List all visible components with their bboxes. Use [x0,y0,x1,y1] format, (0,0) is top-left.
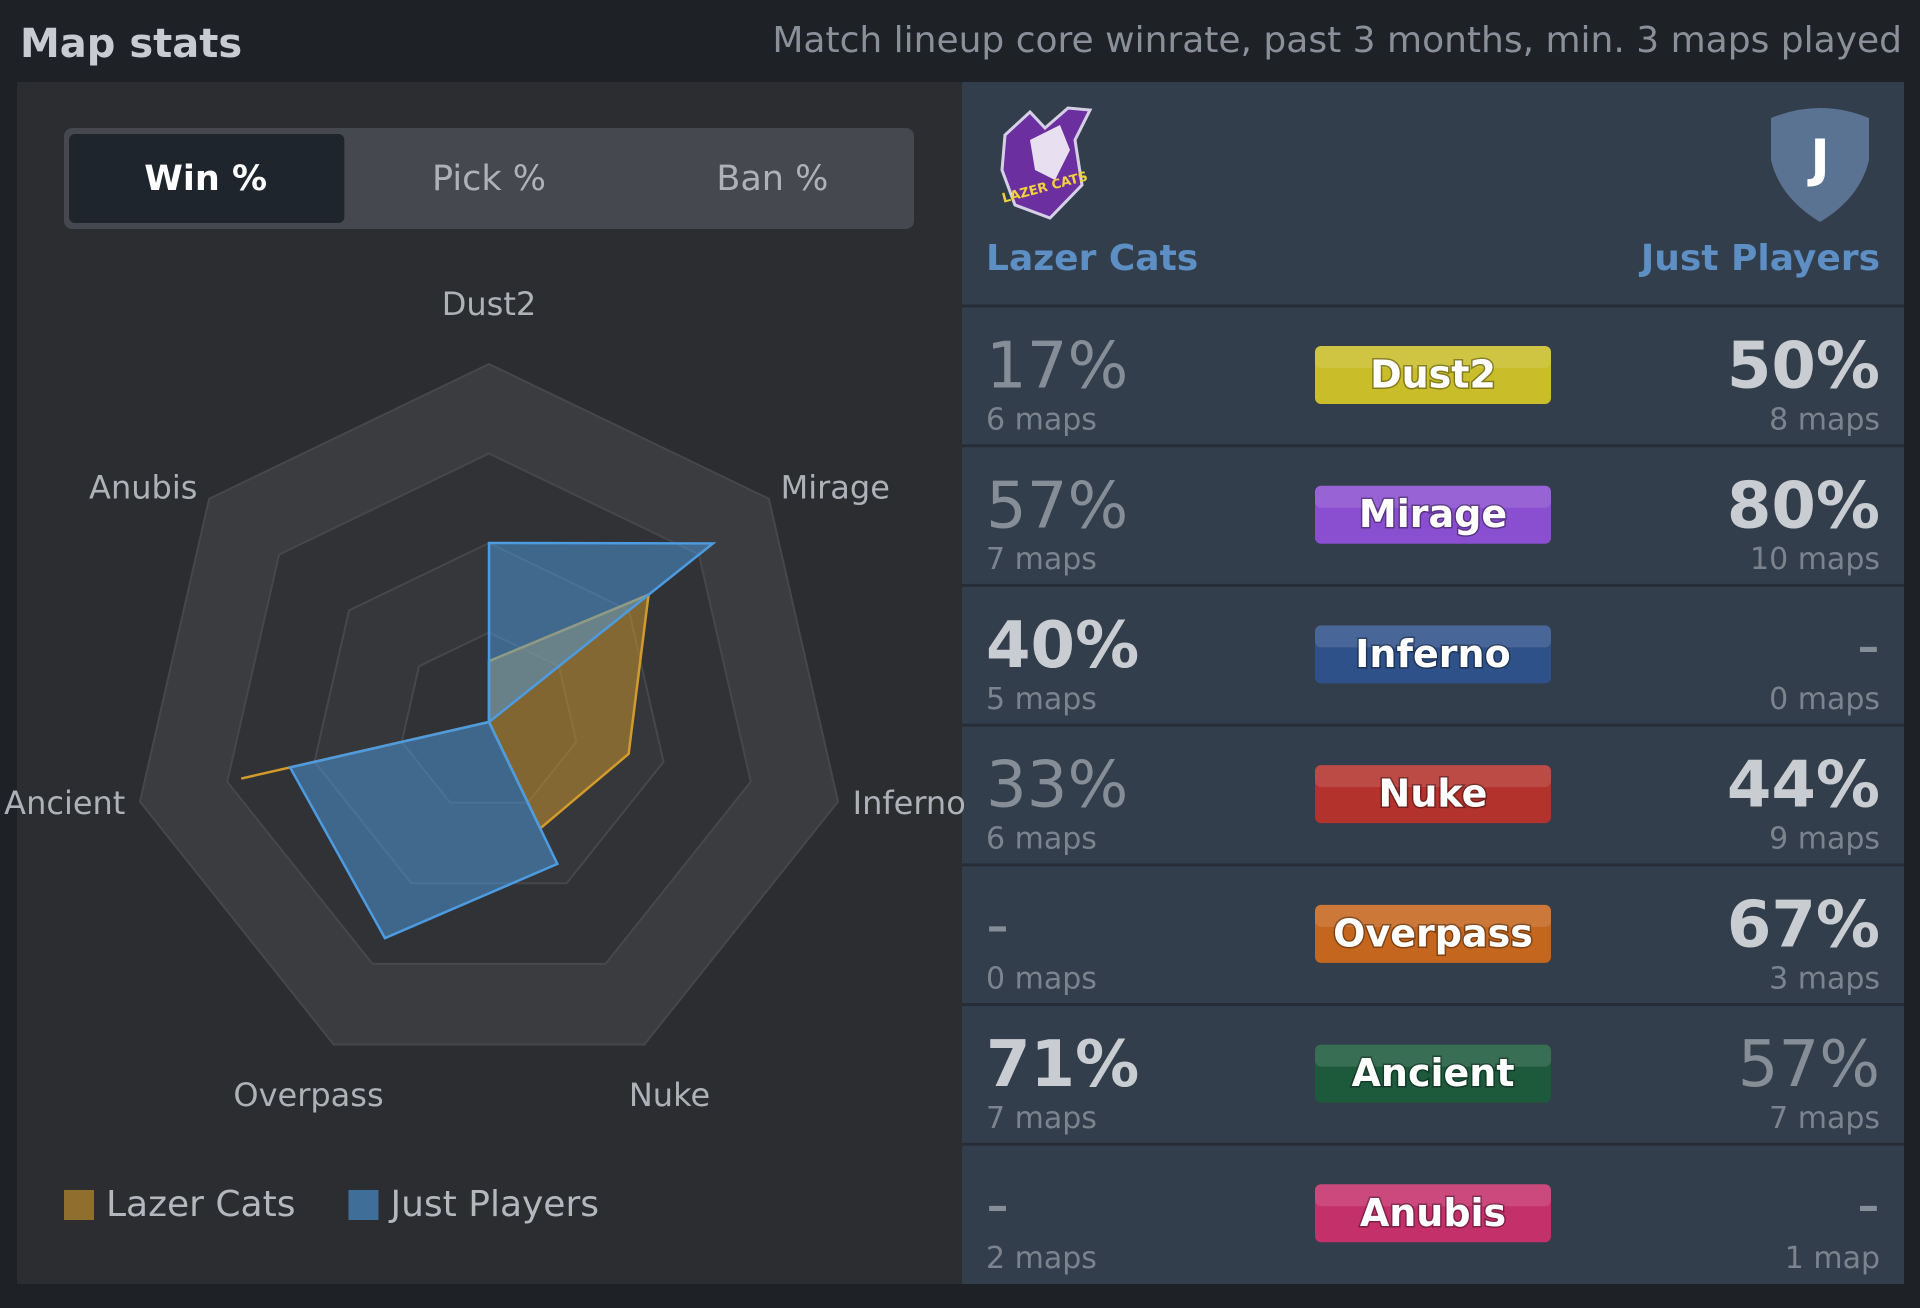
axis-label: Inferno [853,784,966,822]
maps-played: 7 maps [1769,1101,1880,1136]
map-name: Overpass [1333,911,1533,955]
map-name: Inferno [1355,632,1510,676]
tab[interactable]: Pick % [432,159,546,199]
win-rate: - [1857,609,1880,683]
win-rate: 57% [1738,1028,1880,1102]
axis-label: Nuke [629,1076,710,1114]
maps-played: 3 maps [1769,961,1880,996]
map-badge [1315,1044,1551,1103]
subtitle: Match lineup core winrate, past 3 months… [772,20,1902,61]
map-badge-shine [1315,625,1551,648]
legend-label: Lazer Cats [106,1184,295,1225]
tab[interactable]: Ban % [716,159,828,199]
logo-letter: J [1807,129,1829,189]
maps-played: 7 maps [986,1101,1097,1136]
win-rate: - [986,1168,1009,1242]
axis-label: Anubis [89,468,197,506]
maps-played: 7 maps [986,542,1097,577]
map-badge [1315,485,1551,544]
map-badge-shine [1315,904,1551,927]
maps-played: 6 maps [986,822,1097,857]
win-rate: 17% [986,330,1128,404]
map-badge-shine [1315,1044,1551,1067]
team-name: Just Players [1638,238,1880,279]
maps-played: 1 map [1785,1241,1880,1276]
win-rate: 33% [986,749,1128,823]
map-badge-shine [1315,346,1551,368]
win-rate: 57% [986,469,1128,543]
win-rate: 71% [986,1028,1139,1102]
map-name: Nuke [1379,772,1488,816]
map-badge [1315,765,1551,824]
legend-swatch [348,1190,379,1220]
radar-area [288,541,717,940]
win-rate: - [986,888,1009,962]
map-badge-shine [1315,485,1551,508]
map-badge [1315,1184,1551,1243]
win-rate: 67% [1727,888,1880,962]
map-badge [1315,346,1551,404]
win-rate: 44% [1727,749,1880,823]
axis-label: Mirage [781,468,890,506]
maps-played: 0 maps [986,961,1097,996]
axis-label: Ancient [4,784,125,822]
map-name: Ancient [1351,1051,1514,1095]
maps-played: 8 maps [1769,403,1880,438]
maps-played: 6 maps [986,403,1097,438]
win-rate: 80% [1727,469,1880,543]
team-name: Lazer Cats [986,238,1198,279]
legend-swatch [64,1190,94,1220]
win-rate: - [1857,1168,1880,1242]
maps-played: 0 maps [1769,682,1880,717]
win-rate: 40% [986,609,1139,683]
map-badge-shine [1315,765,1551,788]
maps-played: 5 maps [986,682,1097,717]
lazer-cats-logo: LAZER CATS [1000,106,1093,220]
legend-label: Just Players [388,1184,599,1225]
win-rate: 50% [1727,330,1880,404]
map-name: Mirage [1359,492,1507,536]
maps-played: 10 maps [1750,542,1880,577]
map-name: Anubis [1360,1191,1506,1235]
map-badge-shine [1315,1184,1551,1207]
tab-active [69,134,345,223]
axis-label: Dust2 [442,285,537,323]
maps-played: 2 maps [986,1241,1097,1276]
map-name: Dust2 [1370,353,1496,397]
axis-label: Overpass [233,1076,383,1114]
just-players-logo: J [1771,108,1869,222]
title: Map stats [20,21,242,67]
tab[interactable]: Win % [144,159,267,199]
maps-played: 9 maps [1769,822,1880,857]
map-badge [1315,904,1551,963]
map-badge [1315,625,1551,684]
